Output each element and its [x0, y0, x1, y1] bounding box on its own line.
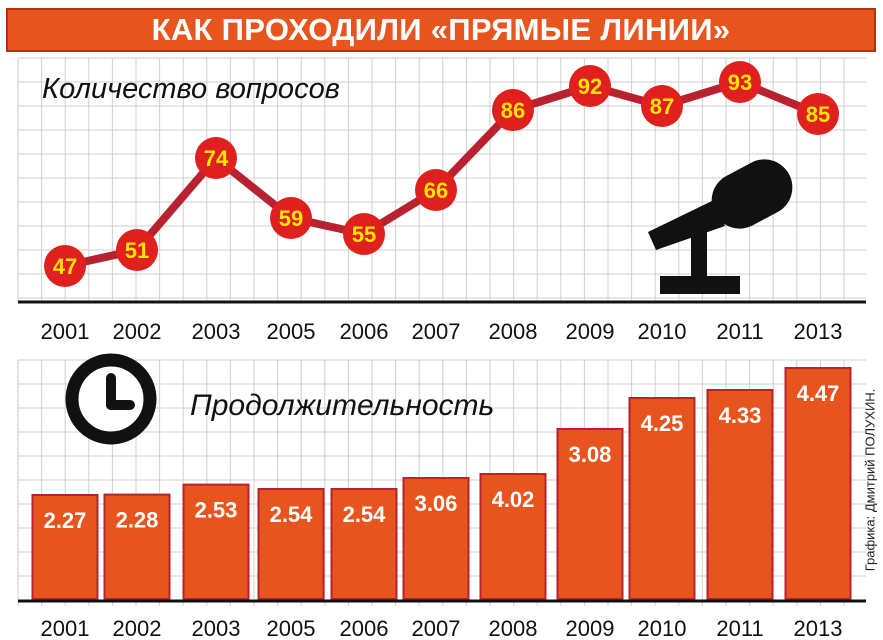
- duration-x-axis: 2001 2002 2003 2005 2006 2007 2008 2009 2010 2011…: [41, 616, 843, 640]
- questions-line-series: 47 51 74 59 55 66 86 92 87 93 85: [44, 61, 839, 287]
- data-label: 4.33: [719, 403, 762, 428]
- bar: [628, 397, 696, 600]
- x-tick-label: 2001: [41, 616, 90, 640]
- x-tick-label: 2003: [192, 319, 241, 344]
- data-label: 2.27: [44, 508, 87, 533]
- data-label: 85: [806, 102, 830, 127]
- data-label: 87: [650, 94, 674, 119]
- bar: [330, 488, 398, 600]
- data-label: 3.08: [569, 442, 612, 467]
- questions-x-axis: 2001 2002 2003 2005 2006 2007 2008 2009 2010 2011…: [41, 319, 843, 344]
- data-label: 93: [728, 70, 752, 95]
- x-tick-label: 2013: [794, 319, 843, 344]
- data-label: 4.25: [641, 411, 684, 436]
- data-label: 2.54: [270, 502, 314, 527]
- data-point: [343, 213, 385, 255]
- data-point: [195, 137, 237, 179]
- data-point: [719, 61, 761, 103]
- data-label: 4.02: [492, 487, 535, 512]
- x-tick-label: 2011: [716, 319, 763, 344]
- x-tick-label: 2008: [489, 319, 538, 344]
- clock-icon: [65, 353, 157, 445]
- microphone-icon: [648, 159, 793, 294]
- data-label: 47: [53, 254, 77, 279]
- data-label: 51: [125, 238, 149, 263]
- data-point: [116, 229, 158, 271]
- x-tick-label: 2010: [638, 319, 687, 344]
- bar: [257, 488, 325, 600]
- data-label: 66: [424, 178, 448, 203]
- x-tick-label: 2009: [566, 616, 615, 640]
- duration-bar-series: 2.27 2.28 2.53 2.54 2.54 3.06 4.02 3.08 4.25 4.33…: [18, 367, 866, 603]
- page-title: КАК ПРОХОДИЛИ «ПРЯМЫЕ ЛИНИИ»: [6, 8, 876, 52]
- x-tick-label: 2007: [412, 319, 461, 344]
- questions-chart-title: Количество вопросов: [42, 73, 340, 105]
- x-tick-label: 2006: [340, 616, 389, 640]
- data-label: 4.47: [797, 381, 840, 406]
- bar: [402, 477, 470, 600]
- bar: [479, 473, 547, 600]
- x-tick-label: 2008: [489, 616, 538, 640]
- data-label: 86: [501, 98, 525, 123]
- data-label: 2.54: [343, 502, 387, 527]
- x-tick-label: 2009: [566, 319, 615, 344]
- x-tick-label: 2010: [638, 616, 687, 640]
- x-tick-label: 2001: [41, 319, 90, 344]
- data-point: [641, 85, 683, 127]
- x-tick-label: 2006: [340, 319, 389, 344]
- data-label: 74: [204, 146, 229, 171]
- x-tick-label: 2002: [113, 319, 162, 344]
- data-point: [415, 169, 457, 211]
- bar: [31, 494, 99, 600]
- data-label: 2.53: [195, 498, 238, 523]
- data-label: 3.06: [415, 491, 458, 516]
- data-label: 55: [352, 222, 376, 247]
- duration-chart-title: Продолжительность: [190, 389, 494, 422]
- x-tick-label: 2003: [192, 616, 241, 640]
- x-tick-label: 2011: [716, 616, 763, 640]
- bar: [706, 389, 774, 600]
- bar: [103, 493, 171, 601]
- x-tick-label: 2005: [267, 616, 316, 640]
- data-point: [270, 197, 312, 239]
- data-label: 92: [578, 74, 602, 99]
- data-point: [492, 89, 534, 131]
- data-point: [797, 93, 839, 135]
- x-tick-label: 2005: [267, 319, 316, 344]
- data-label: 2.28: [116, 508, 159, 533]
- bar: [784, 367, 852, 600]
- graphics-credit: Графика: Дмитрий ПОЛУХИН.: [862, 388, 878, 572]
- data-point: [569, 65, 611, 107]
- x-tick-label: 2013: [794, 616, 843, 640]
- bar: [182, 483, 250, 601]
- x-tick-label: 2007: [412, 616, 461, 640]
- data-point: [44, 245, 86, 287]
- x-tick-label: 2002: [113, 616, 162, 640]
- data-label: 59: [279, 206, 303, 231]
- bar: [556, 428, 624, 600]
